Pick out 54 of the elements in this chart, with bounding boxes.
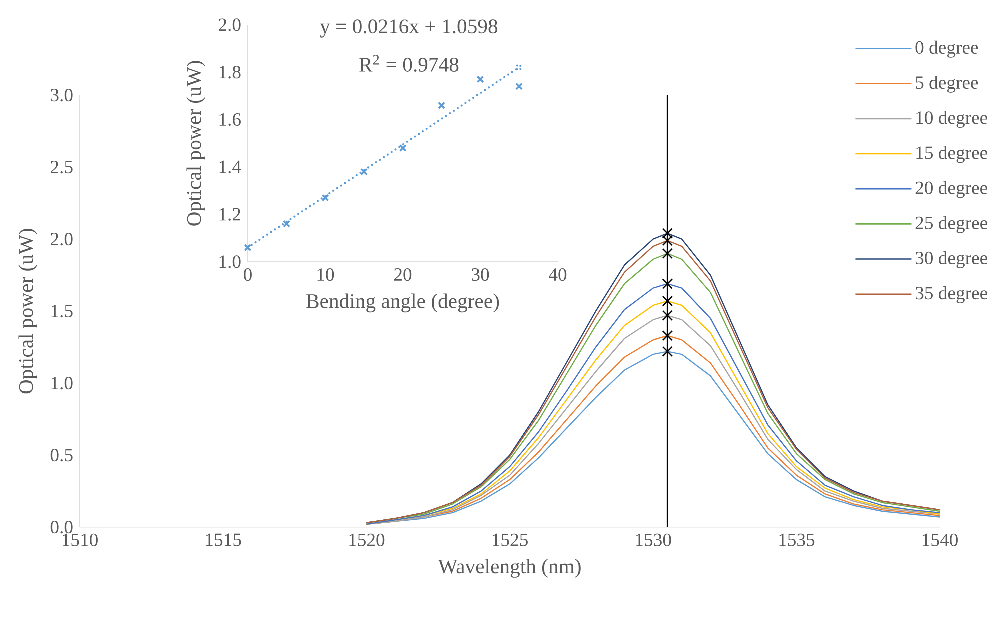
legend-label: 25 degree <box>916 216 988 234</box>
legend-label: 30 degree <box>916 251 988 268</box>
x-tick-label: 1535 <box>780 534 815 546</box>
x-tick-label: 1515 <box>206 534 242 546</box>
x-tick-label: 1520 <box>350 534 385 546</box>
y-tick-label: 2.0 <box>218 18 241 32</box>
x-tick-label: 1525 <box>492 534 528 546</box>
x-tick-label: 20 <box>394 268 412 282</box>
y-axis-title: Optical power (uW) <box>18 229 38 394</box>
point <box>662 278 674 290</box>
y-tick-label: 1.2 <box>220 208 240 221</box>
point <box>662 346 674 358</box>
legend-label: 5 degree <box>916 76 978 93</box>
legend-label: 10 degree <box>916 111 988 128</box>
y-tick-label: 2.5 <box>50 161 73 174</box>
y-tick-label: 1.0 <box>220 256 241 268</box>
x-tick-label: 40 <box>549 268 567 282</box>
annotation: y = 0.0216x + 1.0598 <box>320 20 498 38</box>
legend-label: 35 degree <box>916 286 988 304</box>
x-tick-label: 1510 <box>62 534 98 546</box>
point <box>662 310 674 322</box>
x-tick-label: 30 <box>472 268 490 282</box>
x-axis-title: Bending angle (degree) <box>306 294 500 313</box>
point <box>476 76 484 84</box>
y-tick-label: 1.8 <box>220 66 241 79</box>
point <box>438 102 446 110</box>
x-axis-title: Wavelength (nm) <box>438 559 581 578</box>
y-axis-title: Optical power (uW) <box>186 61 206 226</box>
legend-label: 0 degree <box>916 40 978 58</box>
point <box>399 144 407 152</box>
legend-label: 15 degree <box>916 146 988 164</box>
point <box>515 82 524 90</box>
y-tick-label: 0.5 <box>50 448 73 462</box>
point <box>662 235 674 246</box>
y-tick-label: 1.4 <box>220 160 242 174</box>
point <box>360 168 368 176</box>
point <box>662 248 674 260</box>
point <box>282 220 291 228</box>
legend-label: 20 degree <box>916 181 988 198</box>
point <box>662 228 674 239</box>
x-tick-label: 0 <box>244 268 252 282</box>
x-tick-label: 1540 <box>922 534 958 546</box>
point <box>662 330 674 342</box>
y-tick-label: 1.5 <box>52 305 73 318</box>
x-tick-label: 1530 <box>636 534 672 546</box>
point <box>662 296 674 307</box>
y-tick-label: 0.0 <box>50 520 73 534</box>
point <box>322 194 330 202</box>
y-tick-label: 3.0 <box>51 88 73 102</box>
x-tick-label: 10 <box>318 268 334 282</box>
y-tick-label: 2.0 <box>50 232 73 246</box>
y-tick-label: 1.6 <box>220 113 241 126</box>
annotation: R$^{2}$ = 0.9748 <box>360 55 459 72</box>
y-tick-label: 1.0 <box>52 376 73 390</box>
